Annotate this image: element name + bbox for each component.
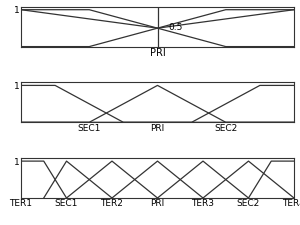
Text: 0.5: 0.5 <box>168 23 183 32</box>
X-axis label: PRI: PRI <box>150 48 165 58</box>
